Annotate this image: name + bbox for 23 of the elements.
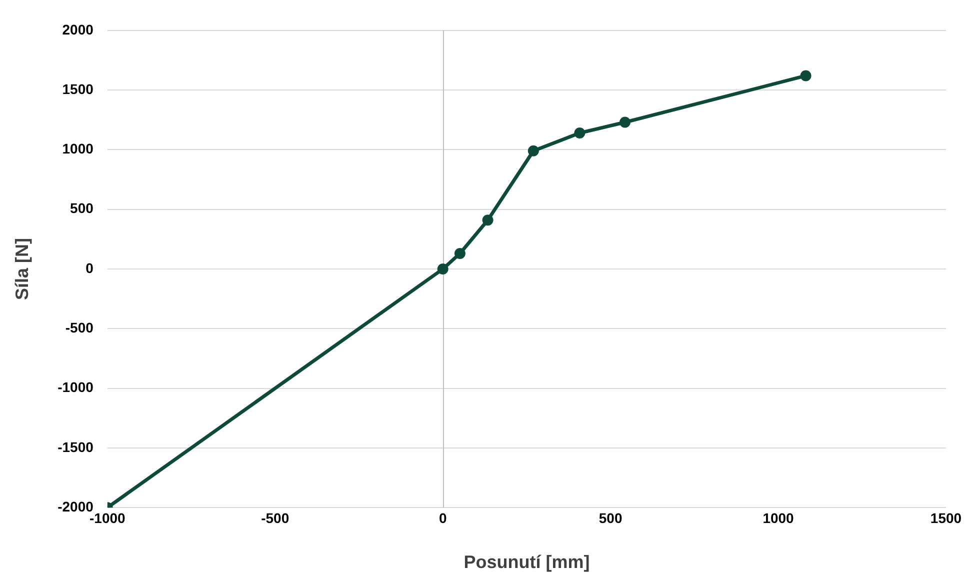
x-axis-title: Posunutí [mm] xyxy=(464,552,590,572)
point xyxy=(574,128,586,138)
x-tick-label: -500 xyxy=(261,510,290,526)
y-tick-label: 1500 xyxy=(62,80,94,97)
x-tick-label: 0 xyxy=(438,510,447,526)
x-tick-label: 1500 xyxy=(930,510,962,526)
y-tick-label: -500 xyxy=(65,320,94,336)
point xyxy=(619,116,630,128)
point xyxy=(454,248,466,259)
point xyxy=(800,70,812,82)
y-tick-label: -1500 xyxy=(58,438,94,455)
y-axis-title: Síla [N] xyxy=(12,238,32,300)
y-tick-label: 500 xyxy=(70,200,94,216)
y-tick-label: 2000 xyxy=(62,21,94,38)
y-tick-label: 0 xyxy=(86,260,94,276)
y-tick-label: -2000 xyxy=(58,498,94,514)
point xyxy=(482,214,494,226)
point xyxy=(437,264,448,274)
y-tick-label: -1000 xyxy=(58,379,94,396)
point xyxy=(528,145,539,156)
x-tick-label: 1000 xyxy=(762,510,794,526)
x-tick-label: 500 xyxy=(598,510,622,526)
y-tick-label: 1000 xyxy=(62,140,94,157)
